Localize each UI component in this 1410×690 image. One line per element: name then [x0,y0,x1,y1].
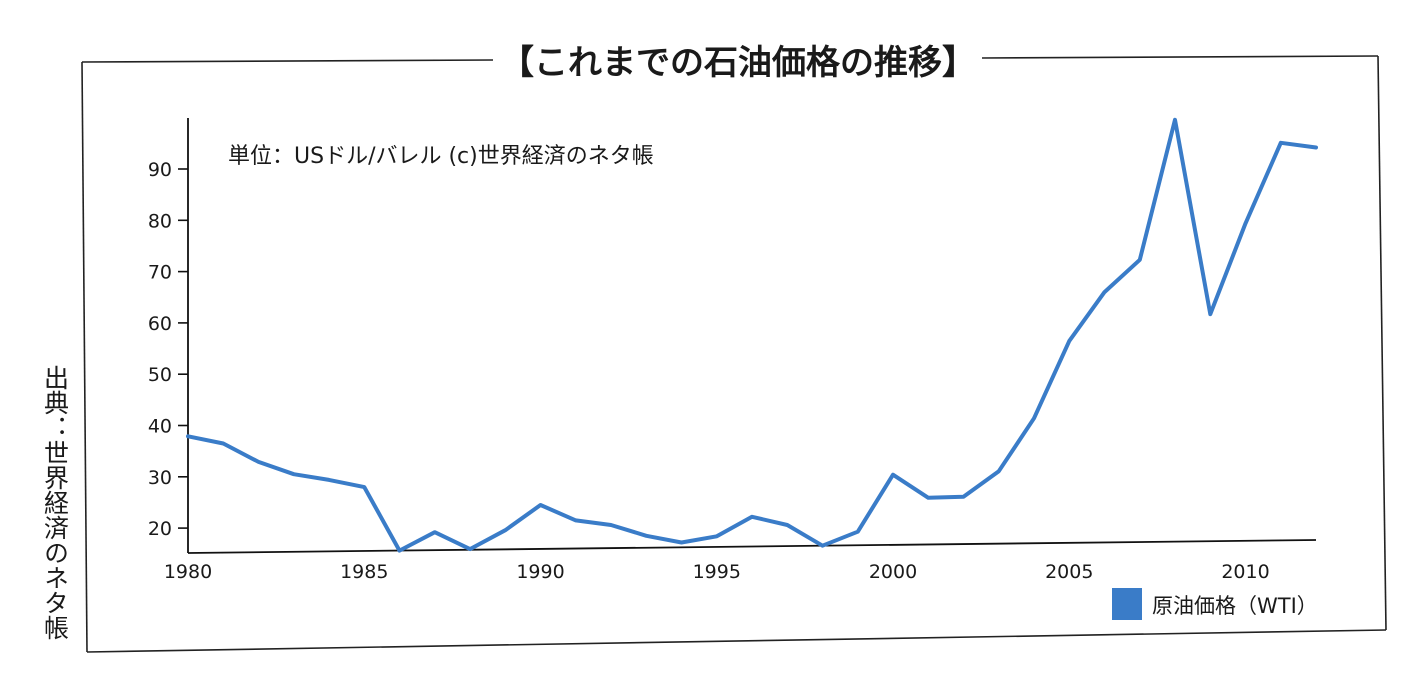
legend: 原油価格（WTI） [1112,588,1318,620]
chart-title: 【これまでの石油価格の推移】 [500,43,976,83]
legend-label: 原油価格（WTI） [1152,594,1318,618]
series-line-wti [186,117,1318,553]
chart-frame [81,55,1387,653]
y-tick-label: 30 [148,467,172,489]
x-tick-label: 1980 [164,561,212,583]
y-axis-ticks: 20 30 40 50 60 70 80 90 [148,159,188,540]
y-tick-label: 90 [148,159,172,181]
y-tick-label: 50 [148,364,172,386]
x-tick-label: 2010 [1221,561,1269,583]
x-axis-line [187,539,1317,554]
x-tick-label: 1990 [516,561,564,583]
x-tick-label: 1995 [693,561,741,583]
source-label: 出典：世界経済のネタ帳 [41,365,70,640]
unit-note: 単位：USドル/バレル (c)世界経済のネタ帳 [228,144,654,169]
x-tick-label: 2005 [1045,561,1093,583]
x-tick-label: 1985 [340,561,388,583]
y-tick-label: 60 [148,313,172,335]
y-tick-label: 20 [148,518,172,540]
y-tick-label: 40 [148,416,172,438]
y-tick-label: 70 [148,262,172,284]
x-tick-label: 2000 [869,561,917,583]
x-axis-ticks: 1980 1985 1990 1995 2000 2005 2010 [164,561,1270,583]
legend-swatch [1112,588,1142,620]
y-tick-label: 80 [148,210,172,232]
series-layer [186,117,1318,553]
